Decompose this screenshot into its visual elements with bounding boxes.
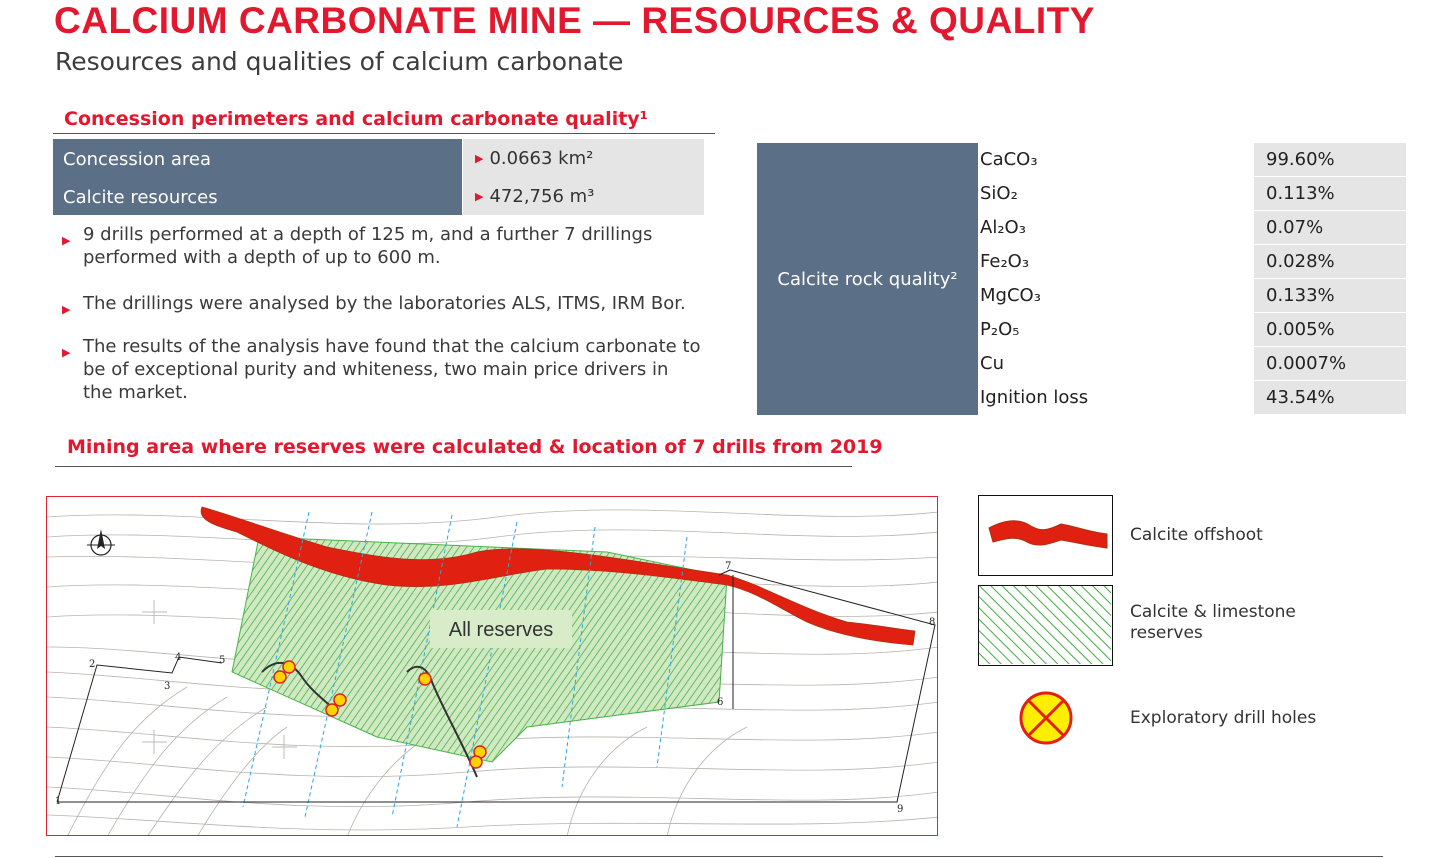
point-label: 5 <box>219 655 225 666</box>
drill-section-lines <box>242 511 688 828</box>
calcite-offshoot-swatch <box>988 520 1108 549</box>
mining-heading-rule <box>55 466 852 467</box>
quality-name-cell: MgCO₃ <box>978 279 1251 312</box>
quality-value-cell: 0.005% <box>1254 313 1406 346</box>
quality-label: Calcite rock quality² <box>757 143 978 415</box>
quality-value-cell: 0.133% <box>1254 279 1406 312</box>
bullet-item: ▶ 9 drills performed at a depth of 125 m… <box>62 223 702 269</box>
concession-area-label: Concession area <box>53 139 462 177</box>
bullet-text: The drillings were analysed by the labor… <box>83 293 686 314</box>
all-reserves-badge <box>430 610 572 648</box>
bullet-triangle-icon: ▶ <box>62 303 71 316</box>
legend-reserves-label: Calcite & limestone reserves <box>1130 602 1296 643</box>
quality-value-cell: 0.028% <box>1254 245 1406 278</box>
boundary-lines <box>56 569 936 803</box>
mining-heading: Mining area where reserves were calculat… <box>67 436 883 458</box>
quality-name-cell: SiO₂ <box>978 177 1251 210</box>
page-title: CALCIUM CARBONATE MINE — RESOURCES & QUA… <box>54 0 1095 41</box>
legend-offshoot-label: Calcite offshoot <box>1130 525 1263 545</box>
quality-value-cell: 43.54% <box>1254 381 1406 414</box>
bullet-triangle-icon: ▶ <box>62 346 71 359</box>
point-label: 8 <box>929 617 935 628</box>
point-label: 9 <box>897 804 903 815</box>
point-label: 2 <box>89 659 95 670</box>
concession-heading: Concession perimeters and calcium carbon… <box>64 108 648 130</box>
page-subtitle: Resources and qualities of calcium carbo… <box>55 47 624 76</box>
calcite-resources-value: ▶ 472,756 m³ <box>463 177 704 215</box>
north-arrow-icon <box>87 529 115 556</box>
quality-name-cell: CaCO₃ <box>978 143 1251 176</box>
calcite-resources-label: Calcite resources <box>53 177 462 215</box>
point-label: 4 <box>175 652 181 663</box>
quality-name-cell: Cu <box>978 347 1251 380</box>
point-label: 1 <box>55 796 61 807</box>
calcite-offshoot <box>200 506 916 646</box>
drill-hole-icon <box>1019 691 1073 745</box>
quality-name-cell: Fe₂O₃ <box>978 245 1251 278</box>
drill-pads <box>261 662 478 778</box>
legend-drill-label: Exploratory drill holes <box>1130 708 1317 728</box>
quality-value-cell: 0.0007% <box>1254 347 1406 380</box>
bullet-item: ▶ The drillings were analysed by the lab… <box>62 292 702 316</box>
legend-offshoot-box <box>978 495 1113 576</box>
bullet-triangle-icon: ▶ <box>475 190 484 203</box>
point-label: 3 <box>164 681 170 692</box>
legend-reserves-box <box>978 585 1113 666</box>
drill-hole-markers <box>273 660 487 769</box>
quality-name-cell: P₂O₅ <box>978 313 1251 346</box>
concession-area-value-text: 0.0663 km² <box>489 148 594 169</box>
bullet-text: 9 drills performed at a depth of 125 m, … <box>83 224 653 268</box>
bullet-item: ▶ The results of the analysis have found… <box>62 335 702 404</box>
quality-name-cell: Al₂O₃ <box>978 211 1251 244</box>
point-label: 7 <box>725 561 731 572</box>
all-reserves-label: All reserves <box>449 619 553 641</box>
concession-heading-rule <box>53 133 715 134</box>
quality-value-cell: 99.60% <box>1254 143 1406 176</box>
point-label: 6 <box>717 697 723 708</box>
reserves-hatch-swatch <box>979 586 1111 664</box>
legend-drill-hole <box>1018 690 1076 752</box>
mining-map: 1 2 3 4 5 6 7 8 9 All reserves <box>46 496 938 836</box>
bullet-triangle-icon: ▶ <box>62 234 71 247</box>
quality-name-cell: Ignition loss <box>978 381 1251 414</box>
bullet-triangle-icon: ▶ <box>475 152 484 165</box>
bullet-text: The results of the analysis have found t… <box>83 336 701 403</box>
quality-value-cell: 0.113% <box>1254 177 1406 210</box>
mining-map-drawing: 1 2 3 4 5 6 7 8 9 All reserves <box>47 497 937 835</box>
footer-rule <box>55 856 1383 857</box>
reserves-area <box>231 536 728 763</box>
quality-label-text: Calcite rock quality² <box>777 268 958 290</box>
quality-value-cell: 0.07% <box>1254 211 1406 244</box>
concession-area-value: ▶ 0.0663 km² <box>463 139 704 177</box>
calcite-resources-value-text: 472,756 m³ <box>489 186 595 207</box>
